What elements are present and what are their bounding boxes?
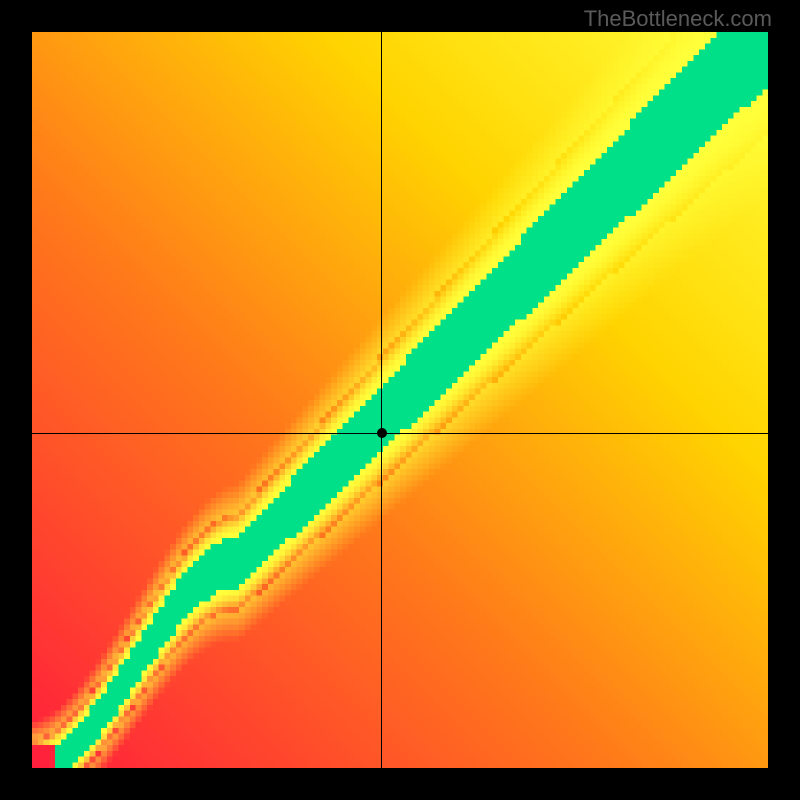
heatmap-canvas [32, 32, 768, 768]
crosshair-dot [377, 428, 387, 438]
crosshair-horizontal [32, 433, 768, 434]
heatmap-plot-area [32, 32, 768, 768]
crosshair-vertical [381, 32, 382, 768]
chart-frame: TheBottleneck.com [0, 0, 800, 800]
watermark-text: TheBottleneck.com [584, 6, 772, 32]
